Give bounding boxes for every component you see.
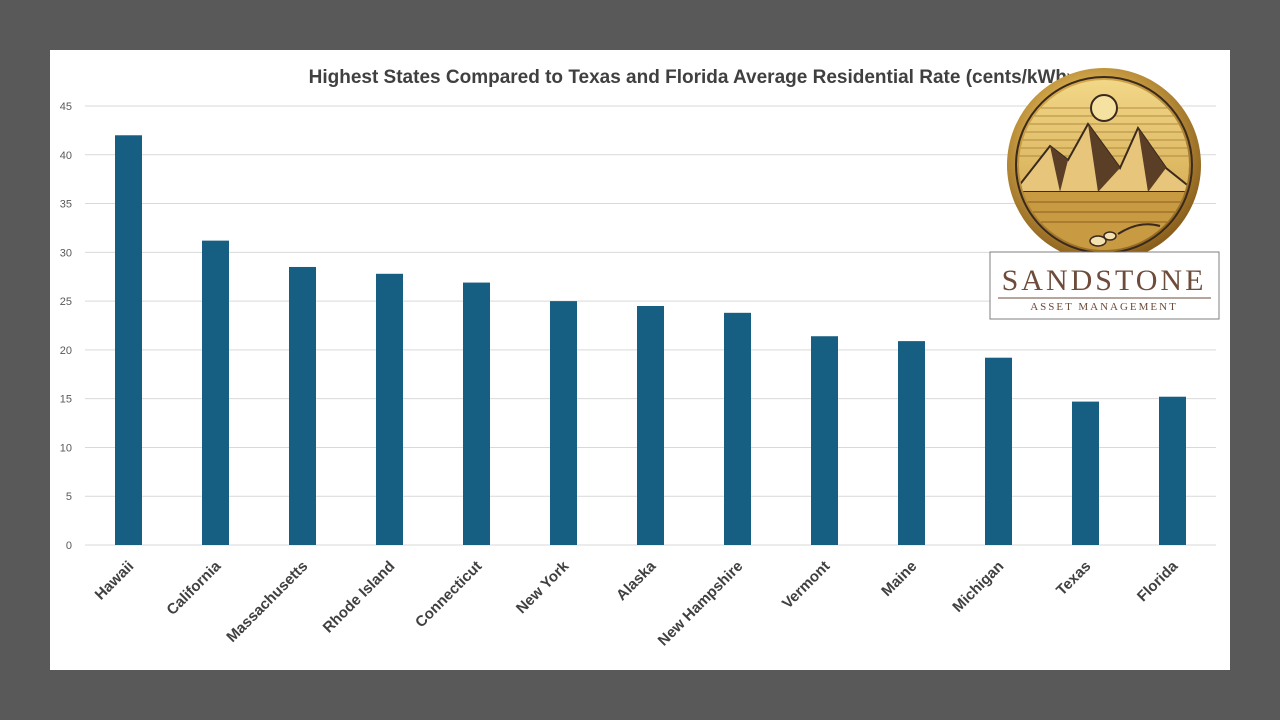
bar-alaska <box>637 305 664 545</box>
x-tick-label: Florida <box>1134 557 1182 605</box>
logo-subtitle: ASSET MANAGEMENT <box>1030 301 1178 313</box>
y-axis-ticks: 0 5 10 15 20 25 30 35 40 45 <box>60 101 72 552</box>
x-tick-label: California <box>163 557 224 618</box>
bar-new-york <box>550 301 577 545</box>
bar-texas <box>1072 401 1099 545</box>
y-tick-label: 25 <box>60 296 72 308</box>
bar-rhode-island <box>376 273 403 545</box>
bar-michigan <box>985 357 1012 545</box>
x-tick-label: Maine <box>878 558 920 600</box>
y-tick-label: 15 <box>60 394 72 406</box>
y-tick-label: 35 <box>60 199 72 211</box>
bar-series <box>115 135 1186 546</box>
sun-icon <box>1090 94 1118 122</box>
y-tick-label: 0 <box>66 540 72 552</box>
x-tick-label: Hawaii <box>92 558 138 604</box>
bar-california <box>202 240 229 546</box>
chart-title: Highest States Compared to Texas and Flo… <box>309 67 1072 88</box>
bar-connecticut <box>463 282 490 545</box>
chart-title-main: Highest States Compared to Texas and Flo… <box>309 67 1067 88</box>
x-tick-label: Vermont <box>779 558 833 612</box>
x-tick-label: New York <box>513 557 573 617</box>
x-tick-label: Michigan <box>949 558 1007 616</box>
stones-icon <box>1089 235 1107 247</box>
x-tick-label: Rhode Island <box>320 558 399 637</box>
y-tick-label: 20 <box>60 345 72 357</box>
chart-panel: Highest States Compared to Texas and Flo… <box>50 50 1230 670</box>
y-tick-label: 10 <box>60 442 72 454</box>
x-tick-label: Connecticut <box>412 558 485 631</box>
y-tick-label: 45 <box>60 101 72 113</box>
bar-new-hampshire <box>724 312 751 545</box>
y-tick-label: 40 <box>60 150 72 162</box>
x-tick-label: Massachusetts <box>223 558 311 646</box>
bar-maine <box>898 341 925 545</box>
y-tick-label: 5 <box>66 491 72 503</box>
sandstone-logo: SANDSTONE ASSET MANAGEMENT <box>989 68 1220 320</box>
logo-wordmark: SANDSTONE <box>1002 264 1207 297</box>
x-tick-label: New Hampshire <box>655 558 747 650</box>
bar-vermont <box>811 336 838 545</box>
bar-massachusetts <box>289 266 316 545</box>
bar-florida <box>1159 396 1186 545</box>
logo-wordmark-box <box>989 251 1220 320</box>
x-tick-label: Texas <box>1053 558 1094 599</box>
bar-chart: Highest States Compared to Texas and Flo… <box>60 67 1220 649</box>
y-tick-label: 30 <box>60 247 72 259</box>
x-tick-label: Alaska <box>613 557 660 604</box>
bar-hawaii <box>115 135 142 545</box>
